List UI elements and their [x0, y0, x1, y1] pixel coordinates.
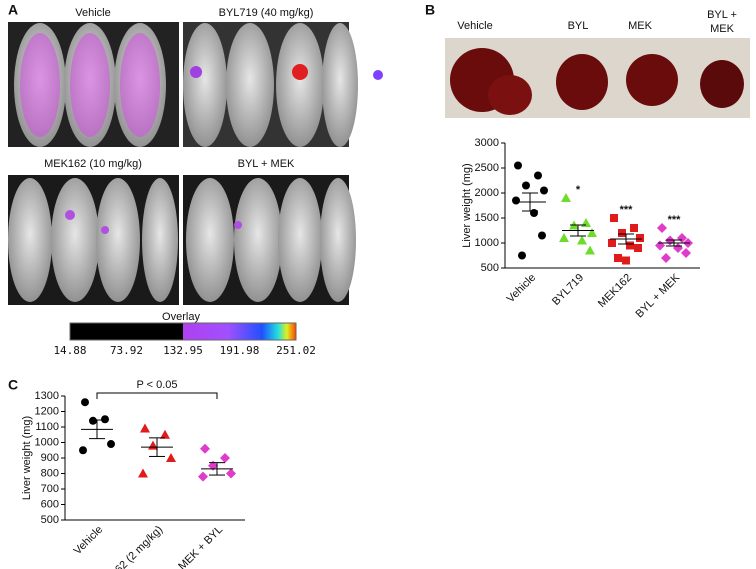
panel-label: B — [425, 2, 435, 18]
point — [220, 453, 230, 463]
point — [559, 233, 569, 242]
point — [585, 245, 595, 255]
point — [522, 181, 530, 190]
image-title: BYL + MEK — [238, 158, 295, 170]
point — [622, 256, 630, 265]
point — [610, 214, 618, 222]
significance: *** — [668, 214, 682, 226]
image-title: BYL719 (40 mg/kg) — [219, 7, 314, 19]
point — [200, 443, 210, 454]
y-tick-label: 2000 — [475, 187, 499, 199]
photo-label: MEK — [710, 23, 735, 35]
point — [138, 468, 148, 478]
point — [226, 468, 236, 479]
point — [518, 251, 526, 260]
point — [107, 440, 115, 449]
panel-label: A — [8, 2, 18, 18]
point — [540, 186, 548, 195]
x-tick-label: Vehicle — [72, 524, 106, 558]
x-tick-label: BYL719 — [550, 272, 586, 308]
point — [655, 240, 665, 251]
y-tick-label: 900 — [41, 452, 59, 464]
x-tick-label: MEK162 — [596, 272, 634, 310]
y-tick-label: 700 — [41, 483, 59, 495]
x-tick-label: Vehicle — [505, 272, 539, 306]
point — [208, 460, 218, 471]
point — [198, 471, 208, 482]
point — [577, 235, 587, 245]
point — [614, 254, 622, 262]
y-tick-label: 1300 — [35, 390, 59, 402]
point — [618, 229, 626, 237]
point — [561, 193, 571, 202]
y-axis-label: Liver weight (mg) — [21, 416, 33, 500]
y-tick-label: 2500 — [475, 162, 499, 174]
colorbar-tick-label: 14.88 — [53, 344, 86, 357]
point — [101, 415, 109, 424]
colorbar-tick-label: 73.92 — [110, 344, 143, 357]
point — [587, 228, 597, 237]
point — [630, 224, 638, 232]
point — [514, 161, 522, 170]
point — [166, 453, 176, 462]
point — [89, 416, 97, 425]
point — [608, 239, 616, 247]
point — [538, 231, 546, 240]
colorbar — [69, 322, 297, 341]
colorbar-title: Overlay — [162, 311, 200, 323]
point — [634, 244, 642, 252]
point — [626, 241, 634, 250]
point — [512, 196, 520, 205]
y-tick-label: 1000 — [475, 237, 499, 249]
photo-label: Vehicle — [457, 20, 492, 32]
point — [81, 398, 89, 407]
x-tick-label: MEK + BYL — [176, 524, 225, 569]
bracket — [96, 392, 218, 399]
point — [140, 423, 150, 433]
point — [581, 218, 591, 227]
colorbar-tick-label: 132.95 — [163, 344, 203, 357]
point — [534, 171, 542, 180]
y-tick-label: 600 — [41, 498, 59, 510]
point — [661, 253, 671, 263]
colorbar-tick-label: 251.02 — [276, 344, 316, 357]
y-tick-label: 500 — [41, 514, 59, 526]
y-tick-label: 500 — [481, 262, 499, 274]
y-tick-label: 800 — [41, 467, 59, 479]
image-title: Vehicle — [75, 7, 110, 19]
y-tick-label: 1100 — [35, 421, 59, 433]
liver-photo — [445, 38, 750, 118]
y-tick-label: 3000 — [475, 137, 499, 149]
point — [160, 429, 170, 439]
point — [636, 234, 644, 242]
photo-label: MEK — [628, 20, 653, 32]
x-tick-label: BYL + MEK — [634, 271, 683, 320]
mouse-images — [8, 22, 383, 305]
point — [79, 446, 87, 455]
panel-label: C — [8, 377, 18, 393]
annotation: P < 0.05 — [136, 379, 177, 391]
y-axis-label: Liver weight (mg) — [461, 163, 473, 247]
significance: *** — [620, 204, 634, 216]
photo-label: BYL — [568, 20, 589, 32]
photo-label: BYL + — [707, 9, 737, 21]
y-tick-label: 1500 — [475, 212, 499, 224]
point — [681, 248, 691, 258]
y-tick-label: 1000 — [35, 436, 59, 448]
point — [530, 209, 538, 217]
y-tick-label: 1200 — [35, 405, 59, 417]
point — [657, 223, 667, 233]
colorbar-tick-label: 191.98 — [220, 344, 260, 357]
significance: * — [576, 184, 581, 196]
image-title: MEK162 (10 mg/kg) — [44, 158, 142, 170]
